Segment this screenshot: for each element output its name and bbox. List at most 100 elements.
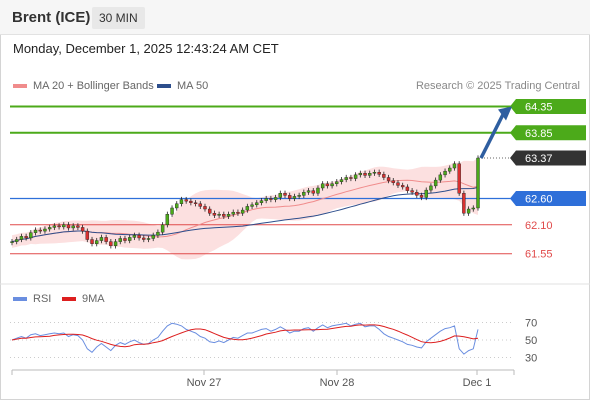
timestamp: Monday, December 1, 2025 12:43:24 AM CET bbox=[13, 41, 279, 56]
candle-body-down bbox=[90, 239, 94, 244]
legend-rsi-label: RSI bbox=[33, 293, 52, 305]
candle bbox=[57, 223, 61, 230]
candle bbox=[396, 180, 400, 188]
candle-body-up bbox=[226, 214, 231, 217]
candle bbox=[400, 182, 405, 190]
candle bbox=[104, 234, 108, 245]
candle-body-up bbox=[175, 203, 179, 209]
bollinger-band bbox=[12, 157, 478, 260]
candle-body-up bbox=[448, 167, 452, 172]
9ma-swatch bbox=[62, 297, 76, 302]
candle bbox=[438, 172, 443, 183]
candle bbox=[222, 211, 226, 220]
candle-body-up bbox=[316, 187, 320, 194]
rsi-swatch bbox=[13, 297, 27, 302]
candle bbox=[316, 185, 320, 196]
candle-body-up bbox=[330, 183, 334, 187]
level-tag-63.37 bbox=[510, 150, 586, 166]
candle-body-down bbox=[236, 211, 240, 214]
candle bbox=[250, 202, 254, 210]
candle-body-down bbox=[391, 180, 395, 183]
candle-body-up bbox=[132, 235, 137, 238]
candle bbox=[123, 235, 127, 244]
candle-body-down bbox=[142, 237, 146, 240]
candle bbox=[240, 207, 245, 216]
candle bbox=[273, 194, 278, 203]
level-label-62.60: 62.60 bbox=[525, 194, 553, 206]
candle bbox=[372, 169, 377, 176]
candle bbox=[448, 165, 452, 174]
candle bbox=[29, 230, 33, 241]
candle-body-up bbox=[52, 225, 57, 228]
candle bbox=[33, 227, 38, 236]
candle-body-up bbox=[353, 174, 358, 179]
candle-body-up bbox=[29, 232, 33, 239]
candle-body-up bbox=[259, 200, 264, 203]
candle-body-up bbox=[471, 207, 475, 210]
candle-body-up bbox=[424, 189, 428, 198]
candle bbox=[344, 174, 348, 183]
x-tick-label: Nov 27 bbox=[187, 377, 222, 389]
level-tag-63.85 bbox=[510, 125, 586, 141]
candle-body-up bbox=[127, 237, 132, 241]
legend-ma50: MA 50 bbox=[157, 80, 208, 92]
candle-body-down bbox=[415, 192, 419, 196]
candle bbox=[109, 238, 113, 249]
candle bbox=[353, 172, 358, 182]
candle-body-up bbox=[160, 224, 165, 233]
candle bbox=[85, 228, 90, 243]
candle-body-down bbox=[137, 235, 141, 239]
candle bbox=[429, 183, 433, 193]
candle bbox=[207, 206, 212, 216]
credit: Research © 2025 Trading Central bbox=[415, 80, 580, 92]
legend-ma50-label: MA 50 bbox=[177, 80, 209, 92]
candle bbox=[278, 190, 283, 201]
rsi-tick-30: 30 bbox=[525, 353, 537, 365]
candle-body-up bbox=[306, 190, 311, 193]
candle bbox=[212, 210, 217, 218]
candle bbox=[424, 187, 428, 201]
candle-body-down bbox=[283, 193, 287, 196]
candle bbox=[297, 192, 301, 200]
candle bbox=[179, 196, 184, 207]
candle bbox=[405, 184, 410, 194]
timeframe-badge[interactable]: 30 MIN bbox=[92, 7, 145, 29]
candle bbox=[255, 200, 259, 208]
candle bbox=[386, 174, 391, 184]
candle bbox=[471, 205, 475, 212]
candle bbox=[245, 203, 250, 213]
candle-body-up bbox=[165, 214, 170, 226]
candle bbox=[259, 197, 264, 206]
candle-body-up bbox=[292, 196, 297, 199]
candle-body-up bbox=[15, 239, 19, 242]
candle-body-up bbox=[217, 214, 221, 216]
candle bbox=[363, 170, 367, 179]
candle bbox=[349, 174, 353, 182]
candle-body-down bbox=[405, 186, 410, 191]
candle bbox=[476, 155, 480, 211]
candle bbox=[151, 232, 155, 242]
candle-body-down bbox=[85, 230, 90, 240]
candle bbox=[457, 161, 461, 196]
candle bbox=[377, 169, 381, 177]
candle-body-up bbox=[62, 224, 66, 228]
candle-body-up bbox=[113, 241, 118, 247]
candle-body-down bbox=[193, 202, 198, 204]
candle bbox=[339, 176, 344, 185]
candle bbox=[264, 195, 268, 204]
candle bbox=[320, 181, 325, 191]
candle bbox=[165, 211, 170, 228]
candle bbox=[127, 234, 132, 244]
candle-body-up bbox=[368, 173, 372, 176]
candle bbox=[419, 192, 424, 201]
candle-body-up bbox=[443, 170, 447, 176]
level-label-62.10: 62.10 bbox=[525, 220, 553, 232]
candle bbox=[38, 227, 42, 234]
level-tag-62.60 bbox=[510, 191, 586, 207]
forecast-arrow-shaft bbox=[479, 111, 506, 159]
candle-body-up bbox=[466, 208, 471, 214]
candle-body-up bbox=[476, 157, 480, 209]
candle-body-up bbox=[118, 238, 122, 242]
candle-body-down bbox=[24, 236, 28, 239]
